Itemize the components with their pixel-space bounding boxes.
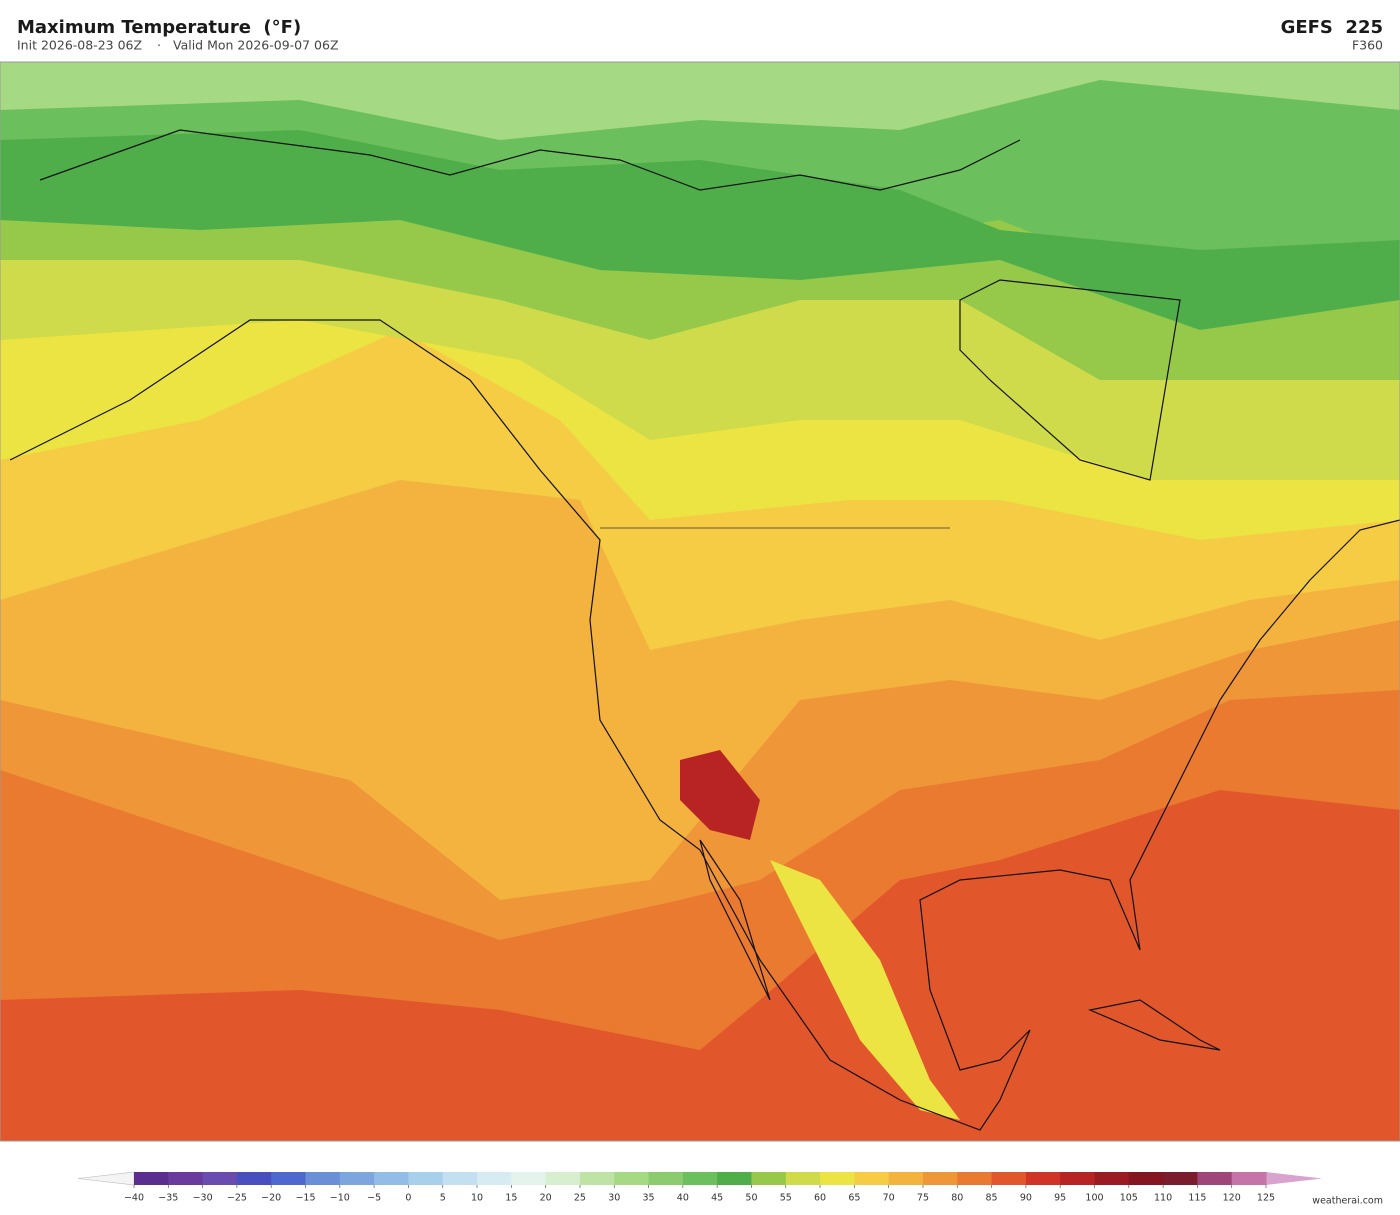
colorbar-tick-label: 90 (1020, 1193, 1032, 1204)
coastline (9, 319, 1400, 1131)
colorbar-tick-label: 65 (848, 1193, 860, 1204)
colorbar-segment (511, 1172, 547, 1185)
forecast-hour: F360 (1352, 38, 1383, 53)
colorbar-tick-label: 25 (574, 1193, 586, 1204)
colorbar-tick-label: −20 (261, 1193, 281, 1204)
colorbar-segment (442, 1172, 478, 1185)
colorbar-tick-label: 95 (1054, 1193, 1066, 1204)
init-time: Init 2026-08-23 06Z (17, 38, 142, 53)
coastline (1087, 999, 1221, 1051)
colorbar-tick-label: 35 (642, 1193, 654, 1204)
colorbar-segment (785, 1172, 821, 1185)
colorbar-segment (339, 1172, 375, 1185)
map-title: Maximum Temperature (°F) (17, 17, 301, 38)
colorbar: −40 −35 −30 −25 −20 −15 −10 −5 0 5 10 15 20 25 30 35 40 4… (77, 1171, 1322, 1204)
colorbar-segment (1060, 1172, 1095, 1185)
colorbar-segment (305, 1172, 341, 1185)
colorbar-tick-label: 45 (711, 1193, 723, 1204)
colorbar-tick-label: 75 (917, 1193, 929, 1204)
coastline (39, 129, 1021, 191)
map (0, 61, 1400, 1142)
colorbar-segment (168, 1172, 204, 1185)
colorbar-tick-label: −25 (227, 1193, 247, 1204)
colorbar-segment (271, 1172, 307, 1185)
colorbar-tick-label: 70 (883, 1193, 895, 1204)
colorbar-tick-label: 0 (405, 1193, 411, 1204)
coastline (699, 839, 771, 1001)
colorbar-segment (682, 1172, 718, 1185)
colorbar-segment (991, 1172, 1027, 1185)
colorbar-tick-label: 30 (608, 1193, 620, 1204)
colorbar-segment (1025, 1172, 1061, 1185)
colorbar-tick-label: −40 (124, 1193, 144, 1204)
temperature-field (0, 130, 1400, 330)
colorbar-tick-label: 40 (677, 1193, 689, 1204)
colorbar-tick-label: 55 (780, 1193, 792, 1204)
colorbar-tick-label: 85 (986, 1193, 998, 1204)
colorbar-tick-label: 105 (1120, 1193, 1138, 1204)
separator: · (157, 38, 161, 53)
colorbar-segment (1163, 1172, 1198, 1185)
temperature-field (0, 62, 1400, 140)
colorbar-tick-label: −10 (330, 1193, 350, 1204)
model-run: GEFS 225 (1281, 17, 1383, 38)
colorbar-tick-label: −30 (193, 1193, 213, 1204)
colorbar-segment (648, 1172, 684, 1185)
colorbar-segment (477, 1172, 512, 1185)
colorbar-tick-label: 50 (745, 1193, 757, 1204)
colorbar-tick-label: −5 (367, 1193, 381, 1204)
colorbar-segment (545, 1172, 581, 1185)
colorbar-under (77, 1171, 135, 1186)
temperature-field (770, 860, 960, 1120)
colorbar-tick-label: 15 (505, 1193, 517, 1204)
colorbar-segment (957, 1172, 993, 1185)
colorbar-segment (854, 1172, 890, 1185)
colorbar-tick-label: 5 (440, 1193, 446, 1204)
colorbar-segment (888, 1172, 924, 1185)
colorbar-segment (1094, 1172, 1130, 1185)
colorbar-segment (134, 1172, 169, 1185)
coastline (959, 279, 1181, 481)
colorbar-tick-label: −15 (295, 1193, 315, 1204)
colorbar-segment (820, 1172, 855, 1185)
colorbar-segment (408, 1172, 444, 1185)
colorbar-tick-label: 120 (1223, 1193, 1241, 1204)
colorbar-tick-label: 80 (951, 1193, 963, 1204)
colorbar-segment (1197, 1172, 1233, 1185)
colorbar-segment (717, 1172, 752, 1185)
colorbar-tick-label: −35 (158, 1193, 178, 1204)
colorbar-segment (1128, 1172, 1164, 1185)
colorbar-over (1266, 1172, 1322, 1185)
colorbar-tick-label: 60 (814, 1193, 826, 1204)
colorbar-segment (202, 1172, 238, 1185)
colorbar-segment (236, 1172, 272, 1185)
colorbar-segment (751, 1172, 787, 1185)
temperature-field (680, 750, 760, 840)
colorbar-tick-label: 115 (1188, 1193, 1206, 1204)
valid-time: Valid Mon 2026-09-07 06Z (173, 38, 339, 53)
colorbar-tick-label: 125 (1257, 1193, 1275, 1204)
colorbar-segment (579, 1172, 615, 1185)
colorbar-tick-label: 20 (540, 1193, 552, 1204)
colorbar-segment (922, 1172, 958, 1185)
colorbar-segment (1231, 1172, 1267, 1185)
credit: weatherai.com (1312, 1196, 1383, 1207)
colorbar-tick-label: 10 (471, 1193, 483, 1204)
map-frame (0, 61, 1400, 1142)
colorbar-tick-label: 110 (1154, 1193, 1172, 1204)
colorbar-segment (374, 1172, 409, 1185)
colorbar-tick-label: 100 (1085, 1193, 1103, 1204)
colorbar-segment (614, 1172, 650, 1185)
